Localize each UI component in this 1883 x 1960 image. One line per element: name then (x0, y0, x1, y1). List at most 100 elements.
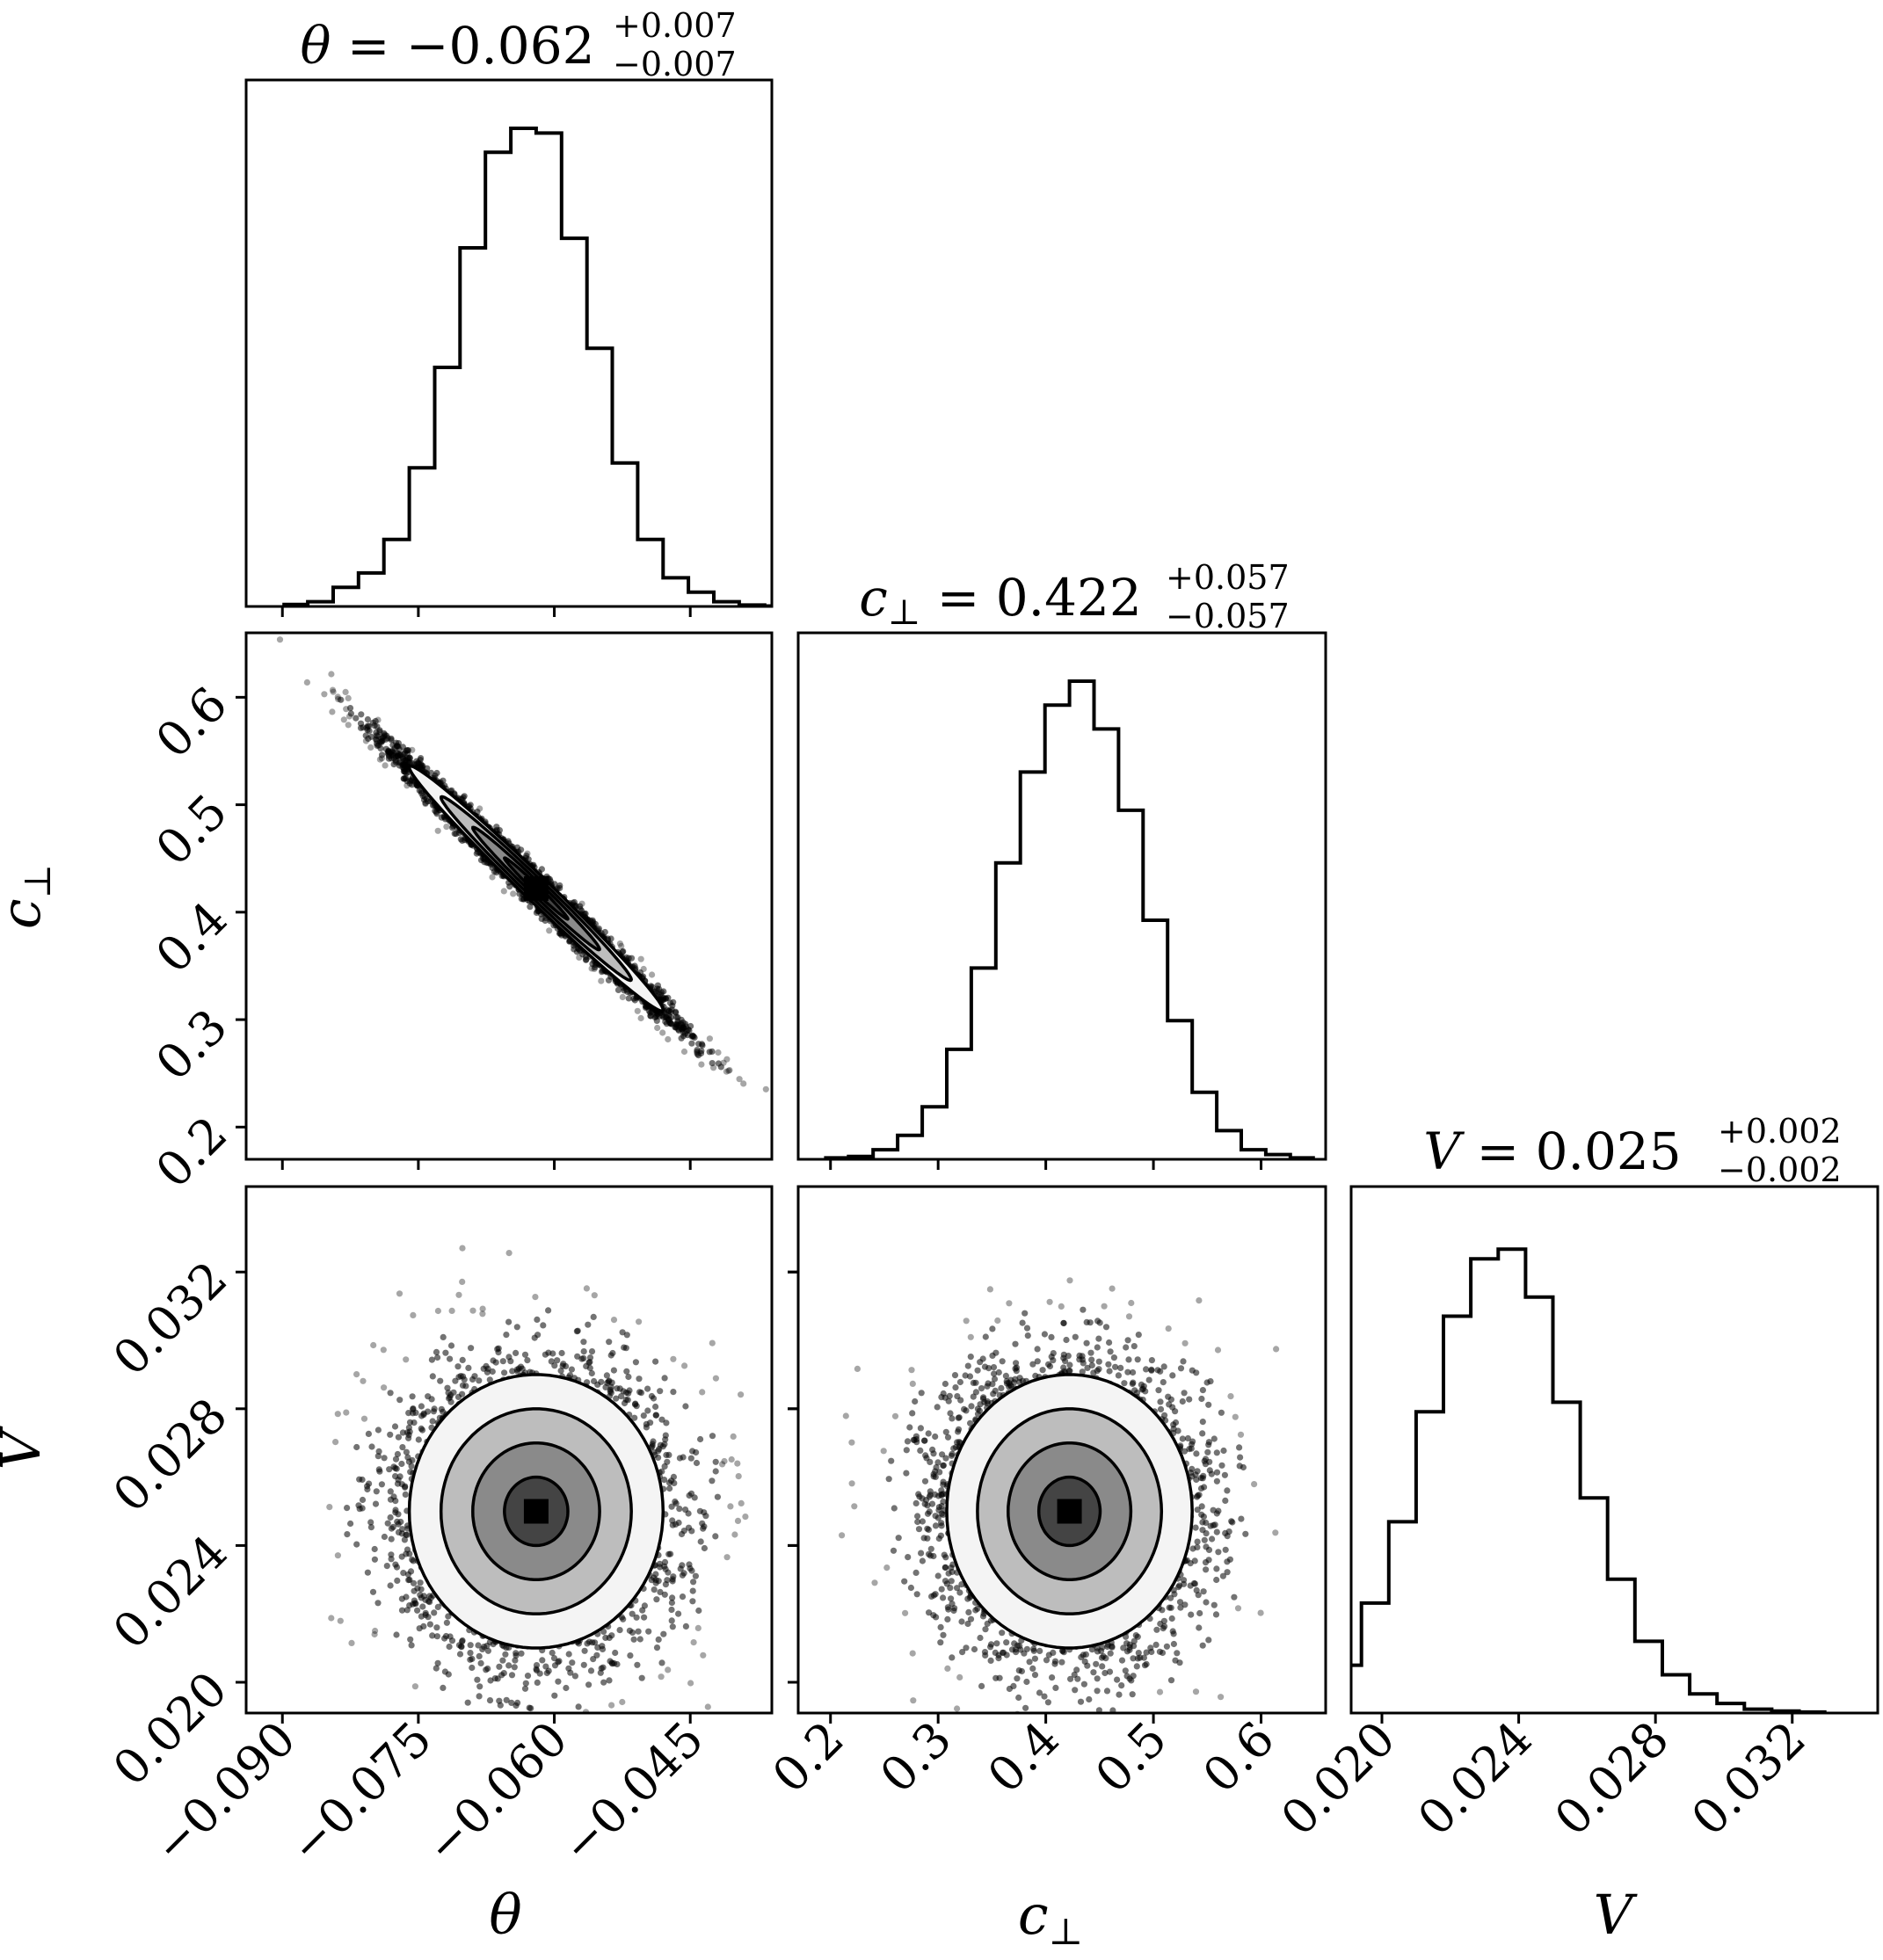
scatter-point (927, 1552, 934, 1559)
scatter-point (459, 1637, 466, 1644)
scatter-point (598, 1378, 605, 1385)
scatter-point (506, 1718, 513, 1724)
scatter-point (698, 1061, 705, 1068)
scatter-point (666, 1485, 673, 1492)
scatter-point (1088, 1361, 1095, 1368)
scatter-point (496, 1663, 503, 1670)
hist-panel-0 (244, 78, 774, 617)
scatter-point (649, 1442, 656, 1449)
scatter-point (355, 1502, 362, 1509)
scatter-point (1174, 1650, 1181, 1657)
scatter-point (531, 1334, 538, 1341)
scatter-point (1207, 1522, 1214, 1529)
scatter-point (1196, 1609, 1203, 1617)
scatter-point (396, 1290, 404, 1297)
scatter-point (437, 1377, 444, 1384)
scatter-point (1199, 1419, 1206, 1426)
scatter-point (687, 1455, 694, 1462)
scatter-point (395, 1434, 402, 1441)
scatter-point (1110, 1354, 1117, 1361)
scatter-point (426, 1621, 433, 1628)
scatter-point (407, 1568, 415, 1575)
scatter-point (618, 942, 625, 949)
scatter-point (608, 1702, 615, 1709)
title-2-plus: +0.002 (1718, 1112, 1842, 1151)
scatter-point (398, 1553, 405, 1560)
scatter-point (578, 900, 585, 907)
hist-step-0 (282, 127, 772, 606)
scatter-point (422, 1596, 429, 1603)
scatter-point (986, 1286, 993, 1293)
hist-step-2 (1351, 1247, 1827, 1713)
scatter-point (1049, 1674, 1056, 1681)
scatter-point (956, 1414, 963, 1421)
scatter-point (1199, 1527, 1206, 1534)
scatter-point (954, 1705, 961, 1712)
scatter-point (891, 1505, 898, 1512)
contour-line-2 (471, 825, 601, 952)
scatter-point (625, 995, 632, 1002)
scatter-point (665, 1035, 672, 1043)
scatter-point (651, 1013, 658, 1021)
scatter-point (456, 1651, 464, 1658)
scatter-point (682, 1622, 690, 1630)
scatter-point (883, 1564, 891, 1572)
scatter-point (933, 1614, 940, 1621)
scatter-point (465, 1364, 472, 1371)
scatter-point (669, 1578, 676, 1585)
scatter-point (555, 1659, 562, 1666)
scatter-point (923, 1455, 930, 1462)
scatter-point (1049, 1717, 1055, 1723)
scatter-point (1087, 1349, 1094, 1356)
scatter-point (402, 750, 409, 757)
scatter-point (650, 1438, 657, 1445)
scatter-point (984, 1620, 991, 1627)
scatter-point (680, 1019, 687, 1026)
scatter-point (924, 1502, 931, 1509)
scatter-point (604, 1379, 611, 1386)
scatter-point (477, 1659, 484, 1666)
scatter-point (397, 1518, 404, 1526)
scatter-point (1101, 1669, 1109, 1677)
scatter-point (947, 1410, 954, 1417)
scatter-point (1194, 1538, 1201, 1545)
scatter-point (1134, 1356, 1141, 1363)
scatter-point (395, 1477, 402, 1484)
scatter-point (329, 686, 337, 693)
scatter-point (720, 1059, 727, 1066)
scatter-point (637, 955, 644, 962)
scatter-point (476, 1652, 483, 1659)
scatter-point (998, 1384, 1005, 1391)
scatter-point (1112, 1363, 1119, 1370)
scatter-point (926, 1508, 933, 1515)
scatter-point (467, 1650, 474, 1657)
scatter-point (1095, 1335, 1102, 1342)
scatter-point (405, 1432, 412, 1439)
scatter-point (1114, 1720, 1120, 1726)
scatter-point (1199, 1430, 1206, 1437)
scatter-point (888, 1457, 895, 1464)
scatter-point (914, 1513, 921, 1520)
scatter-point (329, 708, 336, 715)
scatter-point (392, 753, 399, 760)
scatter-point (1169, 1628, 1176, 1635)
scatter-point (1192, 1688, 1200, 1695)
scatter-point (1157, 1405, 1165, 1412)
scatter-point (602, 1634, 609, 1641)
scatter-point (616, 1627, 623, 1634)
scatter-point (543, 1669, 550, 1677)
scatter-point (591, 1292, 598, 1299)
scatter-point (1077, 1698, 1085, 1705)
scatter-point (1060, 1364, 1067, 1371)
scatter-point (486, 1716, 492, 1722)
scatter-point (328, 671, 335, 678)
scatter-point (706, 1035, 714, 1042)
scatter-point (483, 1666, 490, 1673)
scatter-point (945, 1397, 952, 1405)
scatter-point (632, 1359, 640, 1366)
scatter-point (474, 1676, 481, 1683)
scatter-point (348, 1639, 355, 1646)
scatter-point (568, 1366, 576, 1373)
scatter-point (981, 1363, 989, 1370)
